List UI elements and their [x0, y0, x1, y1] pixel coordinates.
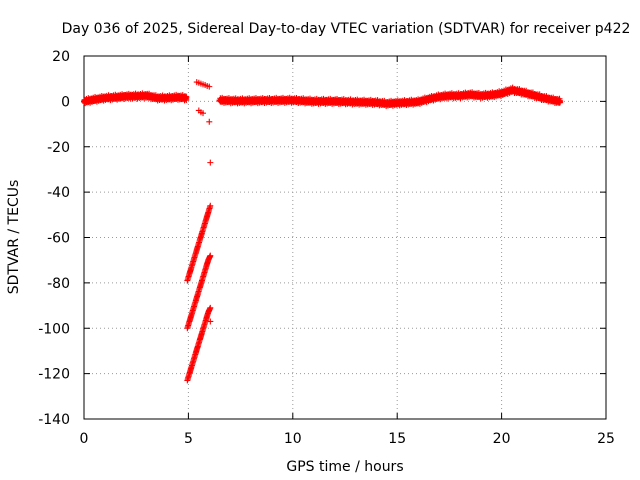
y-tick-label: -140 [38, 412, 70, 428]
baseline-point [112, 94, 119, 101]
y-tick-label: -40 [47, 185, 70, 201]
baseline-point [557, 98, 564, 105]
baseline-point [122, 93, 129, 100]
baseline-point [174, 94, 181, 101]
baseline-point [81, 98, 87, 105]
baseline-point [268, 97, 275, 104]
baseline-point [373, 99, 380, 106]
baseline-point [394, 99, 401, 106]
y-tick-label: -80 [47, 276, 70, 292]
baseline-point [216, 97, 223, 104]
baseline-point [383, 100, 390, 107]
chart-title: Day 036 of 2025, Sidereal Day-to-day VTE… [62, 21, 631, 37]
baseline-point [183, 94, 190, 101]
y-axis-label: SDTVAR / TECUs [6, 180, 22, 295]
y-tick-label: -120 [38, 367, 70, 383]
baseline-point [289, 97, 296, 104]
isolated-point [207, 318, 214, 325]
y-tick-label: 20 [52, 49, 70, 65]
cluster-point [200, 110, 207, 117]
x-axis-label: GPS time / hours [286, 459, 403, 475]
baseline-point [237, 97, 244, 104]
y-tick-label: -60 [47, 231, 70, 247]
x-tick-label: 0 [80, 431, 89, 447]
baseline-point [477, 92, 484, 99]
baseline-point [540, 94, 547, 101]
x-tick-label: 20 [493, 431, 511, 447]
baseline-point [446, 92, 453, 99]
baseline-point [404, 99, 411, 106]
baseline-point [164, 94, 171, 101]
baseline-point [435, 93, 442, 100]
baseline-point [425, 96, 432, 103]
baseline-point [91, 96, 98, 103]
baseline-point [352, 99, 359, 106]
x-tick-label: 10 [284, 431, 302, 447]
arc-point [207, 252, 214, 259]
baseline-point [101, 94, 108, 101]
cluster-point [206, 83, 213, 90]
arc-point [207, 304, 214, 311]
baseline-point [143, 92, 150, 99]
baseline-point [133, 93, 140, 100]
baseline-point [310, 98, 317, 105]
data-points [81, 79, 564, 384]
y-tick-label: 0 [61, 94, 70, 110]
baseline-point [456, 92, 463, 99]
baseline-point [248, 97, 255, 104]
baseline-point [550, 97, 557, 104]
arc-point [207, 202, 214, 209]
axis-ticks: -140 -120 -100 -80 -60 -40 -20 0 20 0 5 10 15 20 25 [38, 49, 615, 447]
y-tick-label: -100 [38, 321, 70, 337]
x-tick-label: 25 [597, 431, 615, 447]
baseline-point [227, 97, 234, 104]
cluster-point [207, 159, 214, 166]
x-tick-label: 15 [388, 431, 406, 447]
baseline-point [467, 91, 474, 98]
baseline-point [509, 87, 516, 94]
baseline-point [488, 92, 495, 99]
baseline-point [529, 92, 536, 99]
plot-frame [83, 55, 607, 420]
baseline-point [498, 90, 505, 97]
y-tick-label: -20 [47, 140, 70, 156]
cluster-point [206, 118, 213, 125]
baseline-point [154, 94, 161, 101]
x-tick-label: 5 [184, 431, 193, 447]
baseline-point [415, 98, 422, 105]
baseline-point [331, 98, 338, 105]
baseline-point [519, 89, 526, 96]
grid [84, 56, 606, 419]
